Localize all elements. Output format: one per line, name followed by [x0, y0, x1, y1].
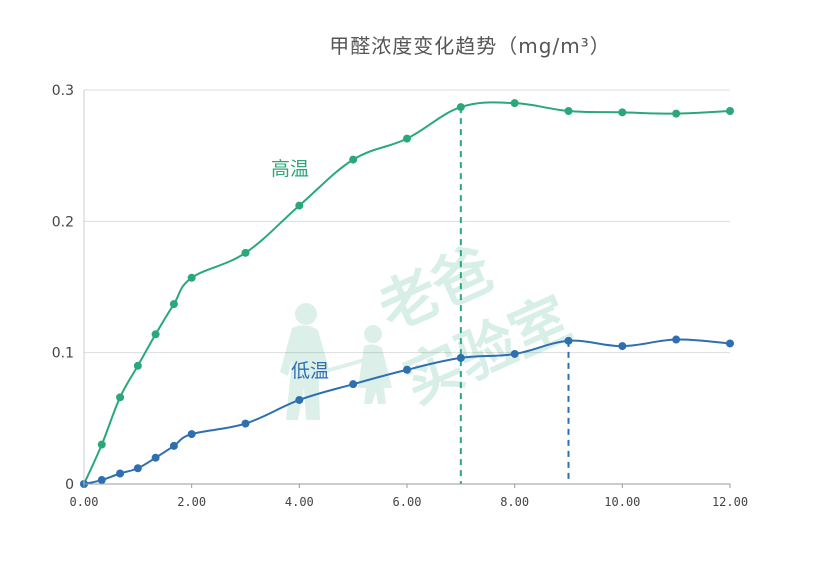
- y-tick-label: 0.2: [52, 214, 74, 230]
- data-point: [151, 453, 160, 462]
- chart-title: 甲醛浓度变化趋势（mg/m³）: [329, 34, 611, 58]
- data-point: [169, 300, 178, 309]
- data-point: [564, 336, 573, 345]
- data-point: [403, 365, 411, 374]
- y-tick-label: 0.1: [52, 346, 74, 362]
- data-point: [403, 134, 411, 143]
- x-tick-label: 0.00: [70, 495, 99, 509]
- data-point: [295, 201, 304, 210]
- x-tick-label: 2.00: [177, 495, 206, 509]
- data-point: [618, 342, 627, 351]
- data-point: [726, 339, 734, 348]
- data-point: [564, 107, 573, 116]
- data-point: [97, 440, 106, 449]
- data-point: [133, 361, 142, 370]
- x-tick-label: 10.00: [604, 495, 640, 509]
- data-point: [97, 476, 106, 485]
- data-point: [116, 393, 125, 402]
- y-tick-label: 0: [65, 477, 74, 493]
- data-point: [116, 469, 125, 478]
- data-point: [349, 380, 358, 389]
- data-point: [726, 107, 734, 116]
- watermark-figure-icon: [280, 303, 392, 420]
- series-label: 高温: [271, 158, 309, 180]
- series-lines: [80, 99, 734, 488]
- reference-lines: [459, 107, 570, 484]
- data-point: [510, 349, 519, 358]
- data-point: [456, 353, 465, 362]
- data-point: [187, 273, 196, 282]
- data-point: [295, 395, 304, 404]
- data-point: [672, 109, 681, 118]
- axes: 0 0.1 0.2 0.3 0.00 2.00 4.00 6.00 8.00 10.00 12.00: [52, 83, 748, 509]
- data-point: [672, 335, 681, 344]
- data-point: [241, 419, 250, 428]
- data-point: [618, 108, 627, 117]
- data-point: [151, 330, 160, 339]
- data-point: [241, 248, 250, 257]
- data-point: [169, 441, 178, 450]
- grid-lines: [84, 89, 730, 354]
- data-point: [456, 103, 465, 112]
- x-tick-label: 4.00: [285, 495, 314, 509]
- series-label: 低温: [291, 360, 329, 382]
- y-tick-label: 0.3: [52, 83, 74, 99]
- x-tick-label: 12.00: [712, 495, 748, 509]
- data-point: [133, 464, 142, 473]
- x-tick-label: 6.00: [393, 495, 422, 509]
- data-point: [187, 430, 196, 439]
- x-tick-label: 8.00: [500, 495, 529, 509]
- data-point: [510, 99, 519, 108]
- data-point: [349, 155, 358, 164]
